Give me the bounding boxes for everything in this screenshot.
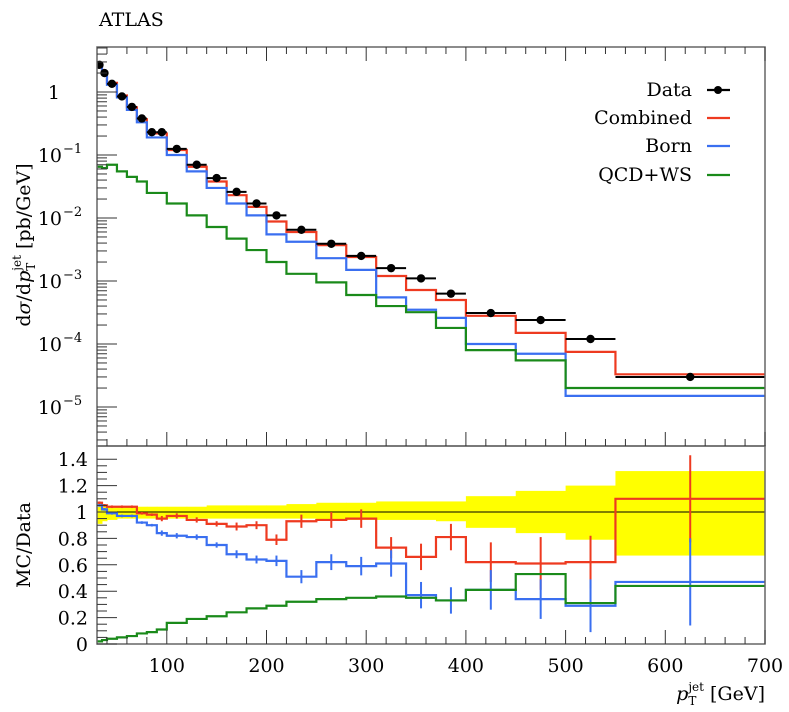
ratio-y-tick-label: 0 — [76, 634, 88, 656]
data-point — [272, 211, 281, 220]
legend: Data Combined Born QCD+WS — [594, 79, 730, 186]
x-tick-label: 100 — [149, 655, 185, 677]
data-point — [147, 128, 157, 137]
main-y-axis-title: dσ/dpTjet [pb/GeV] — [10, 163, 38, 326]
data-point — [486, 308, 496, 318]
legend-label-born: Born — [645, 135, 692, 157]
ratio-y-tick-label: 0.6 — [58, 555, 88, 577]
y-tick-label: 1 — [48, 82, 60, 104]
data-point — [416, 274, 426, 283]
ratio-qcdws — [97, 572, 765, 643]
y-tick-label: 10 — [38, 397, 62, 419]
legend-label-data: Data — [646, 79, 692, 101]
x-tick-label: 400 — [448, 655, 484, 677]
data-point — [686, 372, 695, 382]
y-tick-label: 10 — [38, 271, 62, 293]
data-point — [536, 315, 545, 325]
y-tick-exponent: −5 — [63, 394, 82, 409]
ratio-y-tick-label: 0.2 — [58, 608, 88, 630]
ratio-panel — [96, 445, 766, 645]
ratio-y-tick-label: 1 — [76, 502, 88, 524]
legend-label-qcdws: QCD+WS — [598, 164, 692, 186]
main-series — [97, 60, 765, 398]
y-tick-label: 10 — [38, 334, 62, 356]
data-point — [97, 60, 104, 70]
data-point — [357, 251, 366, 261]
data-point — [586, 334, 595, 344]
data-point — [157, 128, 167, 137]
x-tick-label: 600 — [647, 655, 683, 677]
y-tick-exponent: −4 — [63, 331, 82, 346]
y-tick-exponent: −3 — [63, 268, 82, 283]
series-qcdws — [97, 163, 765, 390]
data-point — [327, 239, 336, 248]
x-tick-label: 300 — [348, 655, 384, 677]
data-point — [386, 263, 396, 273]
y-tick-label: 10 — [38, 145, 62, 167]
experiment-label: ATLAS — [98, 9, 164, 31]
ratio-y-tick-label: 0.8 — [58, 528, 88, 550]
legend-marker — [714, 86, 722, 94]
y-tick-exponent: −1 — [63, 142, 82, 157]
x-tick-label: 700 — [747, 655, 783, 677]
data-point — [297, 225, 306, 234]
x-tick-label: 500 — [547, 655, 583, 677]
legend-label-combined: Combined — [594, 107, 692, 129]
x-tick-label: 200 — [248, 655, 284, 677]
ratio-series — [97, 455, 765, 643]
y-tick-exponent: −2 — [63, 205, 82, 220]
x-axis-title: pTjet [GeV] — [676, 680, 765, 708]
data-point — [107, 79, 117, 88]
data-point — [172, 144, 181, 154]
uncertainty-band — [97, 471, 765, 556]
series-born — [97, 61, 765, 398]
axis-labels: 100 200 300 400 500 600 700110−110−210−310−410… — [10, 47, 783, 708]
ratio-y-tick-label: 1.4 — [58, 449, 88, 471]
data-point — [127, 102, 137, 112]
data-point — [192, 160, 201, 169]
data-point — [446, 289, 456, 298]
data-point — [232, 187, 241, 197]
data-point — [252, 199, 261, 208]
ratio-y-tick-label: 0.4 — [58, 581, 88, 603]
ratio-y-tick-label: 1.2 — [58, 476, 88, 498]
data-point — [212, 173, 221, 183]
y-tick-label: 10 — [38, 208, 62, 230]
data-point — [137, 114, 147, 123]
data-point — [117, 92, 127, 101]
ratio-y-axis-title: MC/Data — [13, 502, 35, 588]
